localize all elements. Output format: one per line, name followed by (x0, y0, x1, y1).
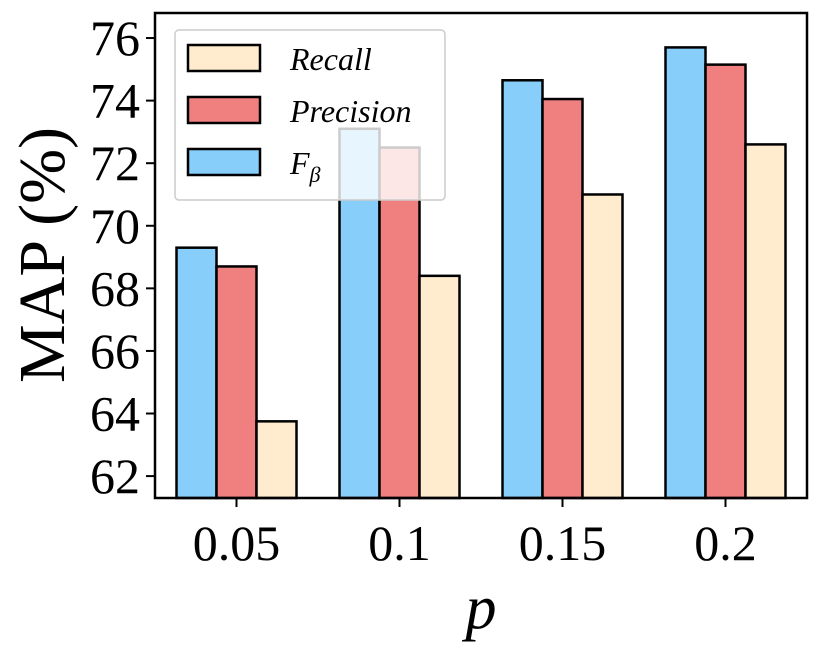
x-tick-label: 0.05 (193, 515, 281, 571)
bar-recall-0-1 (418, 274, 461, 500)
plot-frame (153, 11, 809, 500)
x-tick-label: 0.1 (368, 515, 431, 571)
y-axis: 62 64 66 68 70 72 74 76 (90, 10, 155, 504)
bar-f-0-05 (175, 246, 218, 500)
legend-label-subscript: β (309, 162, 321, 187)
x-axis: 0.05 0.1 0.15 0.2 (193, 498, 757, 571)
bar-recall-0-15 (581, 193, 624, 500)
bar-recall-0-05 (255, 420, 298, 500)
bar-precision-0-05 (215, 265, 258, 500)
bar-f-0-15 (501, 79, 544, 500)
legend-label-recall: Recall (289, 41, 372, 77)
y-tick-label: 72 (90, 135, 140, 191)
y-tick-label: 70 (90, 198, 140, 254)
legend-swatch-recall (186, 43, 262, 73)
y-tick-label: 66 (90, 323, 140, 379)
y-tick-label: 76 (90, 10, 140, 66)
bar-precision-0-2 (704, 63, 747, 500)
x-tick-label: 0.2 (694, 515, 757, 571)
y-axis-label: MAP (%) (6, 127, 79, 383)
x-tick-label: 0.15 (519, 515, 607, 571)
x-axis-label: p (462, 574, 497, 642)
bars-layer (175, 46, 787, 500)
y-tick-label: 64 (90, 386, 140, 442)
bar-f-0-2 (664, 46, 707, 500)
y-tick-label: 68 (90, 260, 140, 316)
legend-label-precision: Precision (289, 93, 411, 129)
y-tick-label: 62 (90, 448, 140, 504)
y-tick-label: 74 (90, 73, 140, 129)
bar-precision-0-15 (541, 97, 584, 500)
legend-swatch-precision (186, 95, 262, 125)
bar-recall-0-2 (744, 143, 787, 500)
legend-swatch-f (186, 147, 262, 177)
